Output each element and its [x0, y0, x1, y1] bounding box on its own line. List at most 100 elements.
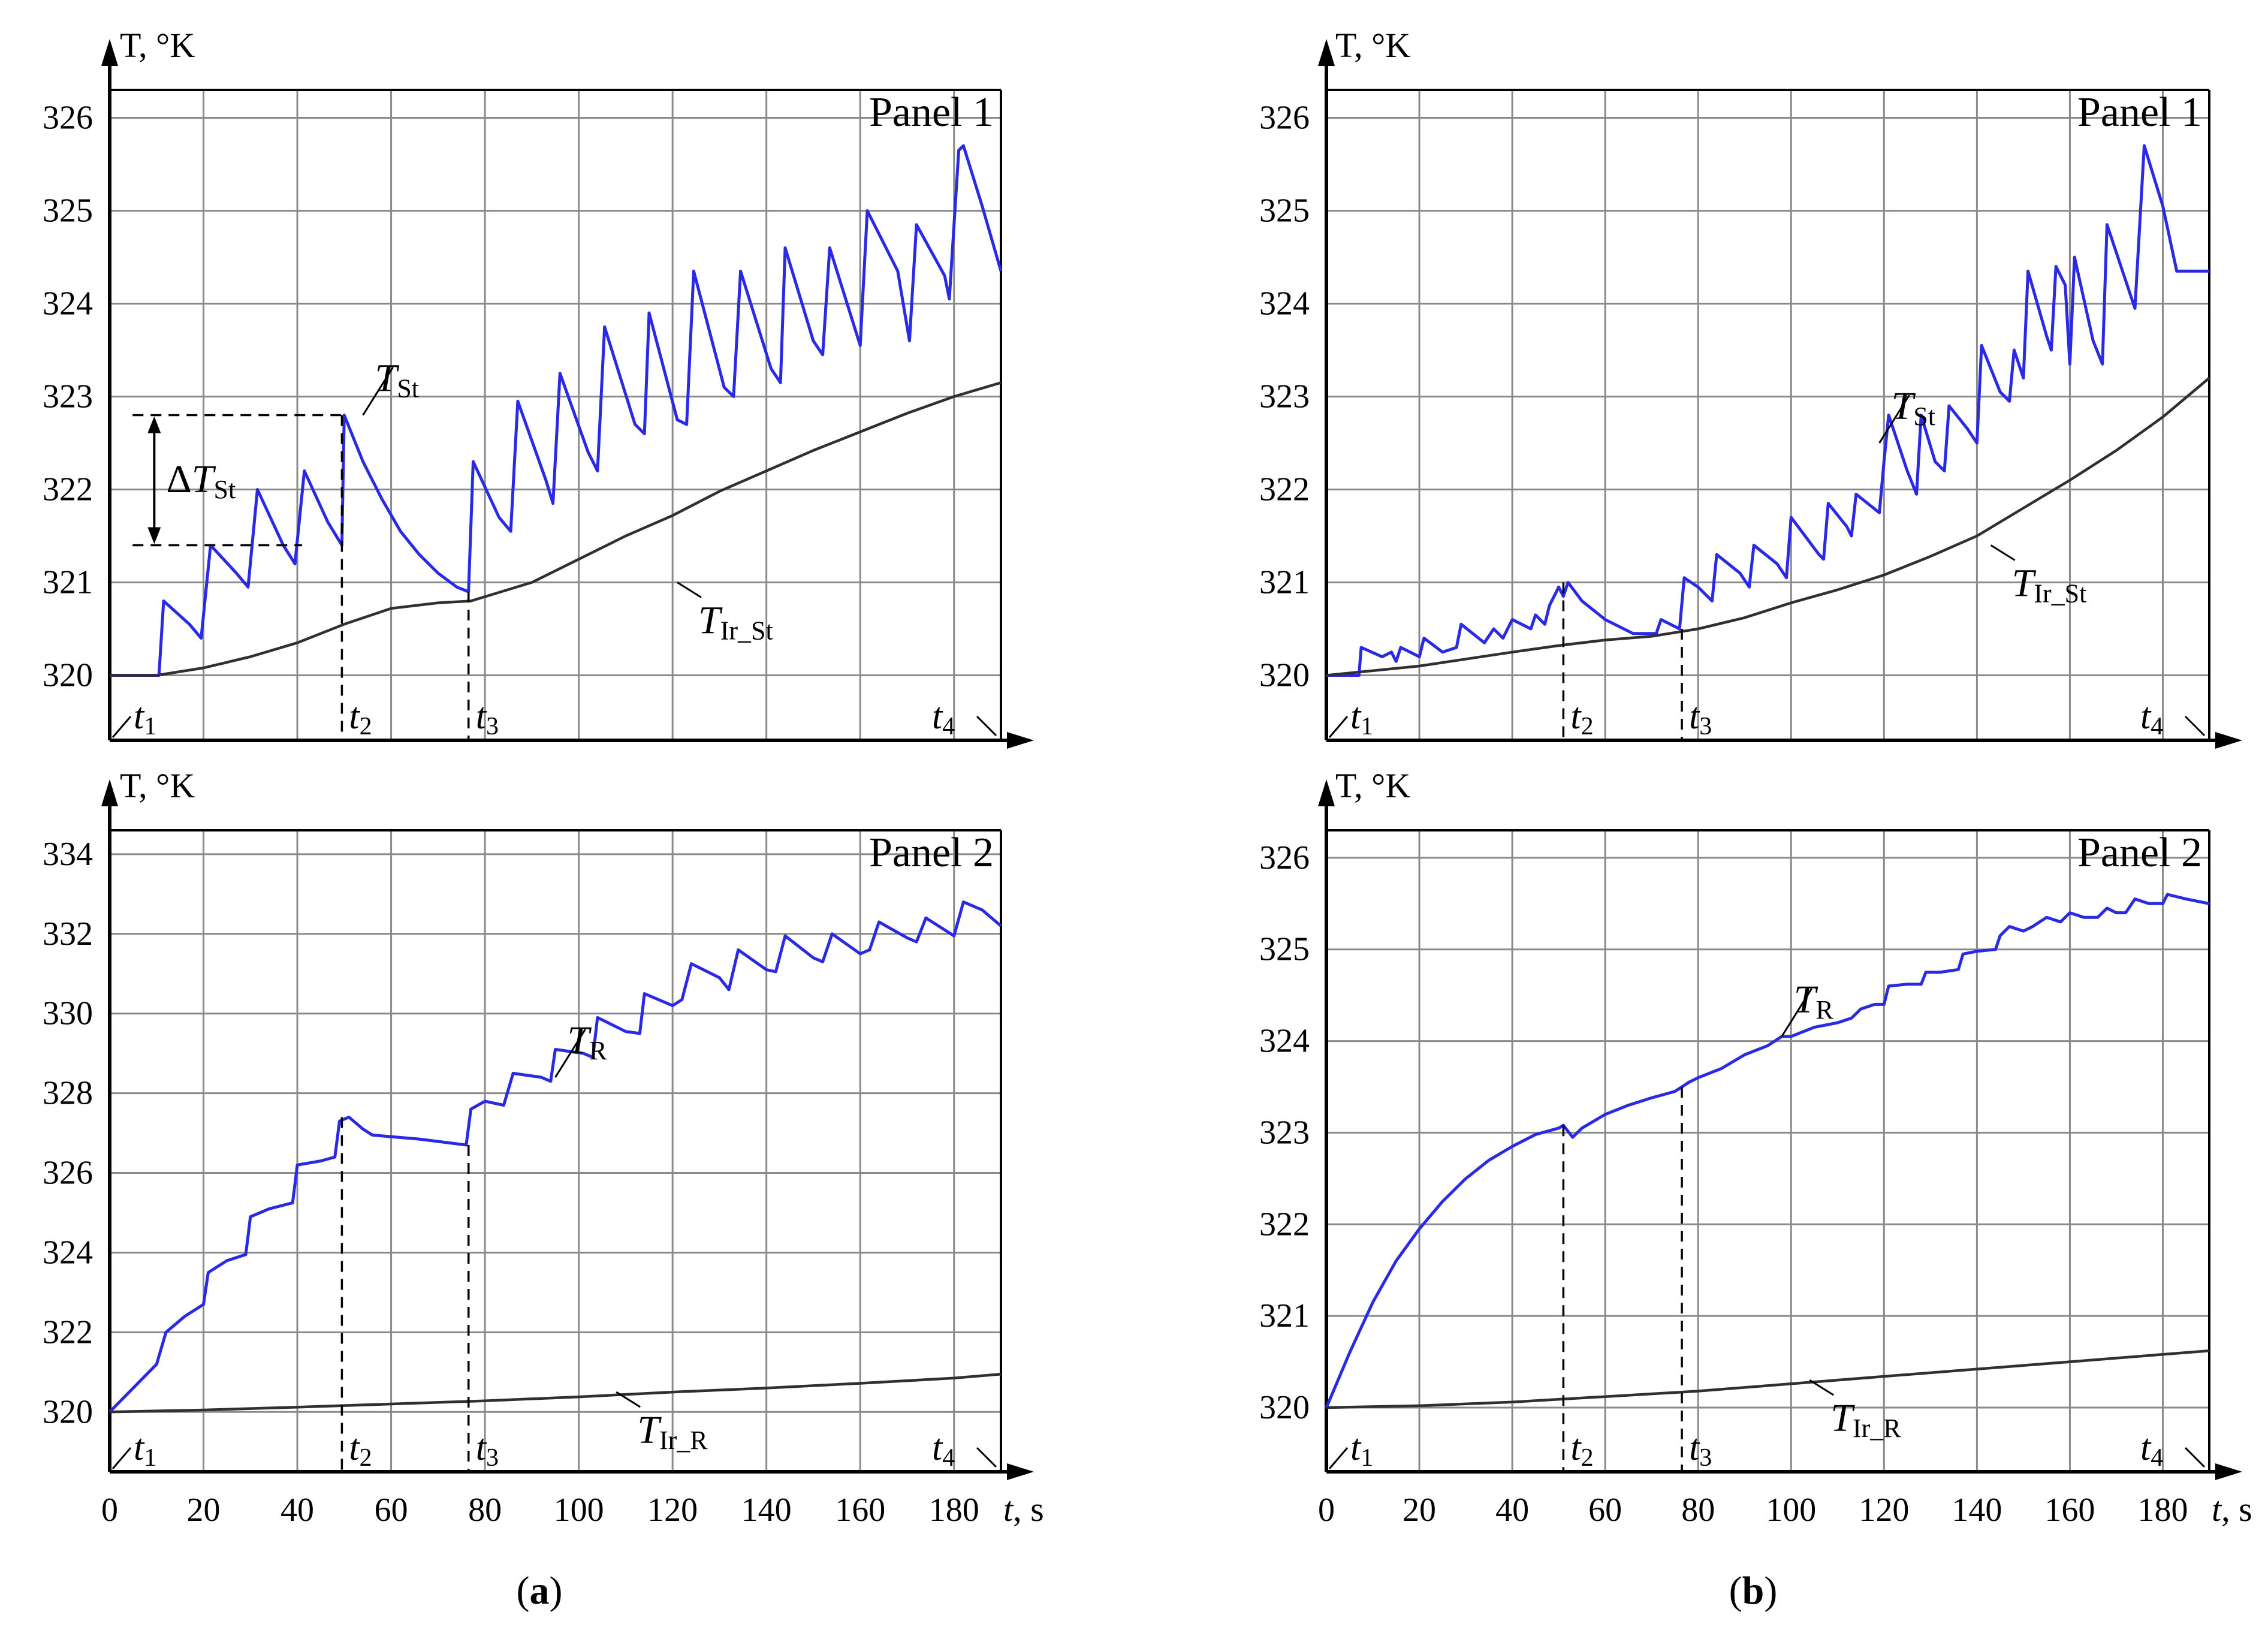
a_panel2-time-t1: t1	[134, 1427, 156, 1472]
a_panel2-ytick-334: 334	[43, 836, 93, 873]
a_panel2-y-axis-arrow	[101, 779, 118, 806]
b_panel2-time-t3-sub: 3	[1699, 1444, 1712, 1472]
a_panel1-delta-label-sub: St	[214, 475, 236, 504]
a_panel1-time-t2: t2	[349, 696, 372, 740]
a_panel2-time-t4-sub: 4	[942, 1444, 955, 1472]
b_panel1-time-t1-main: t	[1350, 696, 1362, 737]
a_panel1-ytick-326: 326	[43, 100, 93, 137]
a_panel2-xtick-0: 0	[101, 1492, 118, 1529]
b_panel1-tick-t4	[2184, 715, 2206, 737]
a_panel2-leader-Ir_R	[616, 1391, 641, 1408]
a_panel1-ytick-325: 325	[43, 192, 93, 230]
a_panel2-time-t3-sub: 3	[486, 1444, 499, 1472]
a_panel2-label-R: TR	[568, 1019, 608, 1065]
a_panel1-ytick-324: 324	[43, 285, 93, 323]
b_panel1-ytick-320: 320	[1259, 657, 1310, 694]
b_panel1-label-Ir_St: TIr_St	[2012, 562, 2087, 608]
a_panel1-label-Ir_St-sub: Ir_St	[720, 616, 773, 646]
b_panel2-xtick-0: 0	[1318, 1492, 1335, 1529]
caption-a-letter: a	[530, 1569, 550, 1613]
b_panel1-time-t3-sub: 3	[1699, 713, 1712, 740]
a_panel2-label-Ir_R: TIr_R	[637, 1408, 708, 1455]
b_panel2-leader-Ir_R	[1809, 1379, 1835, 1396]
a_panel2-xtick-80: 80	[468, 1492, 502, 1529]
a_panel2-time-t4: t4	[932, 1427, 955, 1472]
a_panel1-series-T_Ir_St	[110, 381, 1002, 677]
a_panel1-tick-t1	[111, 716, 132, 738]
b_panel1-series-T_St	[1326, 144, 2209, 677]
a_panel2-time-t2-main: t	[349, 1427, 360, 1468]
a_panel1-ytick-323: 323	[43, 378, 93, 415]
a_panel1-leader-St	[362, 366, 394, 416]
a_panel1-time-t1-main: t	[134, 696, 145, 737]
a_panel2-ytick-320: 320	[43, 1393, 93, 1430]
b_panel1-time-t4-main: t	[2140, 696, 2152, 737]
a_panel1-time-t3: t3	[476, 696, 499, 740]
b_panel2-ytick-326: 326	[1259, 839, 1310, 876]
b_panel2-time-t1: t1	[1350, 1427, 1373, 1472]
b_panel2-time-t2-main: t	[1570, 1427, 1582, 1468]
b_panel2-y-axis-title: T, °K	[1335, 766, 1410, 805]
caption-b-close: )	[1764, 1569, 1777, 1613]
b_panel2-panel-label: Panel 2	[2077, 830, 2202, 876]
b_panel1-ytick-324: 324	[1259, 285, 1310, 323]
a_panel1-ytick-320: 320	[43, 657, 93, 694]
a_panel1-y-axis-arrow	[101, 39, 118, 66]
b_panel2-x-axis-title-var: t	[2212, 1490, 2222, 1529]
b_panel1-tick-t1	[1328, 716, 1349, 738]
b_panel1-label-St-sub: St	[1913, 402, 1935, 431]
b_panel1-time-t4: t4	[2140, 696, 2163, 740]
b_panel2-label-Ir_R-sub: Ir_R	[1853, 1414, 1901, 1443]
a_panel2-xtick-60: 60	[375, 1492, 408, 1529]
a_panel1-label-Ir_St-main: T	[698, 599, 723, 643]
a_panel2-time-t4-main: t	[932, 1427, 943, 1468]
b_panel1-ytick-326: 326	[1259, 100, 1310, 137]
b_panel2-series-T_R	[1325, 893, 2210, 1408]
a_panel2-ytick-322: 322	[43, 1313, 93, 1351]
a_panel2-leader-R	[554, 1029, 586, 1078]
a_panel1-label-Ir_St: TIr_St	[698, 599, 773, 646]
a_panel1-time-t2-main: t	[349, 696, 360, 737]
b_panel2-time-t1-sub: 1	[1361, 1444, 1373, 1472]
b_panel2-ytick-323: 323	[1259, 1114, 1310, 1151]
a_panel2-xtick-100: 100	[554, 1492, 604, 1529]
b_panel1-time-t4-sub: 4	[2151, 713, 2163, 740]
b_panel1-label-St-main: T	[1892, 384, 1916, 428]
b_panel1-y-axis-title: T, °K	[1335, 26, 1410, 65]
b_panel2-xtick-180: 180	[2137, 1492, 2188, 1529]
a_panel1-time-t1-sub: 1	[144, 713, 156, 740]
b_panel2-ytick-322: 322	[1259, 1206, 1310, 1243]
a_panel2-x-axis-title-var: t	[1003, 1490, 1014, 1529]
caption-a: (a)	[517, 1569, 563, 1613]
a_panel2-label-Ir_R-main: T	[637, 1408, 662, 1452]
a_panel1-panel-label: Panel 1	[869, 89, 994, 135]
b_panel2-xtick-80: 80	[1681, 1492, 1715, 1529]
b_panel2-time-t1-main: t	[1350, 1427, 1362, 1468]
b_panel1-time-t1-sub: 1	[1361, 713, 1373, 740]
a_panel2-tick-t1	[111, 1447, 132, 1469]
a_panel1-delta-arrow-bottom	[147, 527, 161, 544]
a_panel1-time-t2-sub: 2	[360, 713, 372, 740]
caption-b-letter: b	[1742, 1569, 1765, 1613]
b_panel1-label-Ir_St-main: T	[2012, 562, 2037, 605]
a_panel1-series-T_St	[110, 144, 1003, 677]
b_panel1-x-axis-arrow	[2215, 732, 2242, 749]
a_panel2-label-R-main: T	[568, 1019, 592, 1062]
a_panel1-ytick-321: 321	[43, 564, 93, 601]
b_panel2-leader-R	[1781, 988, 1813, 1037]
b_panel2-label-R-sub: R	[1815, 995, 1833, 1025]
caption-a-close: )	[550, 1569, 563, 1613]
a_panel2-xtick-160: 160	[835, 1492, 885, 1529]
a_panel1-time-t4: t4	[932, 696, 955, 740]
a_panel2-time-t2-sub: 2	[360, 1444, 372, 1472]
b_panel2-x-axis-title: t, s	[2212, 1490, 2252, 1529]
b_panel1-time-t3-main: t	[1689, 696, 1700, 737]
b_panel2-label-Ir_R: TIr_R	[1830, 1396, 1901, 1443]
a_panel1-time-t4-main: t	[932, 696, 943, 737]
b_panel1-label-Ir_St-sub: Ir_St	[2034, 579, 2086, 608]
a_panel2-x-axis-title-unit: , s	[1013, 1490, 1044, 1529]
